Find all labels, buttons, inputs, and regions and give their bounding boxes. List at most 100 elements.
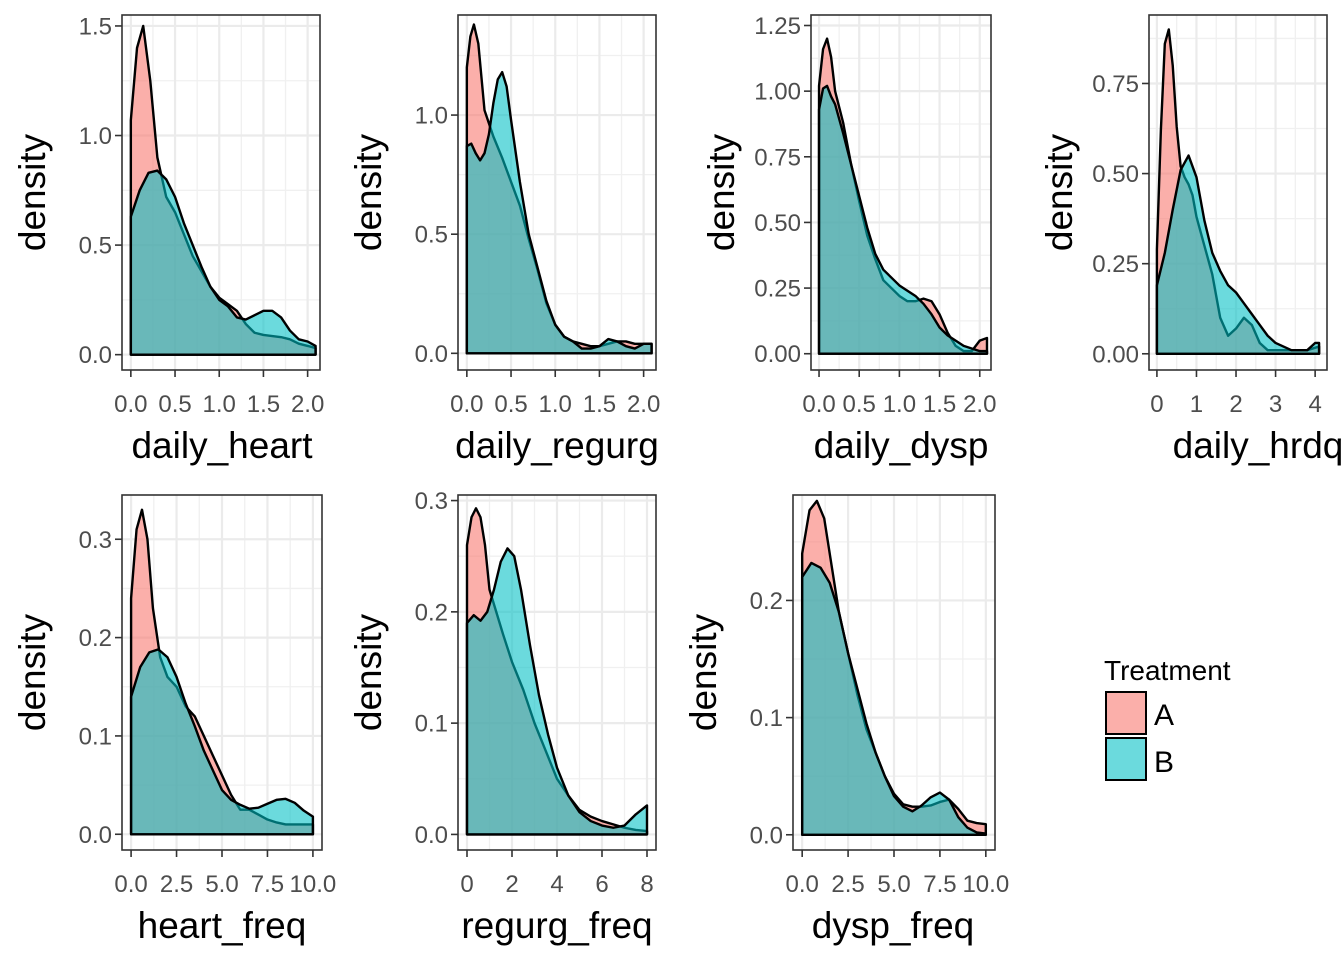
- density-area-B: [465, 70, 653, 355]
- y-tick-label: 0.50: [1092, 161, 1139, 188]
- panel-regurg_freq: 0.0 0.1 0.2 0.3 0 2 4 6 8 regurg_freq density: [348, 488, 657, 946]
- y-axis-title: density: [1039, 133, 1080, 251]
- x-axis-title: dysp_freq: [812, 905, 975, 946]
- y-tick-label: 0.00: [1092, 341, 1139, 368]
- panel-heart_freq: 0.0 0.1 0.2 0.3 0.0 2.5 5.0 7.5 10.0 heart_freq de…: [12, 494, 337, 946]
- x-axis-title: heart_freq: [138, 905, 307, 946]
- legend-key-B: [1105, 737, 1147, 781]
- x-tick-label: 2.0: [627, 391, 660, 418]
- y-axis-title: density: [12, 613, 53, 731]
- x-tick-label: 2.0: [291, 391, 324, 418]
- density-areas: [465, 23, 653, 355]
- density-area-B: [1155, 154, 1321, 355]
- x-tick-label: 0.5: [843, 391, 876, 418]
- y-tick-label: 0.1: [79, 723, 112, 750]
- density-areas: [129, 508, 315, 836]
- x-tick-label: 4: [550, 871, 563, 898]
- y-tick-label: 0.25: [754, 276, 801, 303]
- y-axis-title: density: [683, 613, 724, 731]
- y-tick-label: 0.1: [415, 711, 448, 738]
- y-tick-label: 0.2: [79, 625, 112, 652]
- legend-label-B: B: [1154, 746, 1174, 779]
- x-axis-title: daily_dysp: [814, 425, 989, 466]
- y-tick-label: 0.3: [415, 488, 448, 515]
- y-tick-label: 0.00: [754, 341, 801, 368]
- x-axis-title: daily_hrdq: [1173, 425, 1344, 466]
- y-axis-title: density: [348, 613, 389, 731]
- y-tick-label: 1.0: [79, 123, 112, 150]
- panel-border: [1148, 14, 1328, 371]
- x-tick-label: 2.0: [963, 391, 996, 418]
- density-areas: [1155, 28, 1321, 355]
- y-tick-label: 0.50: [754, 210, 801, 237]
- x-tick-label: 2: [505, 871, 518, 898]
- x-tick-label: 0.0: [785, 871, 818, 898]
- x-tick-label: 1.0: [883, 391, 916, 418]
- legend: Treatment A B: [1104, 655, 1231, 781]
- density-area-B: [129, 648, 315, 836]
- panel-border: [121, 14, 321, 371]
- panel-daily_regurg: 0.0 0.5 1.0 0.0 0.5 1.0 1.5 2.0 daily_regurg dens…: [348, 14, 660, 466]
- x-tick-label: 5.0: [205, 871, 238, 898]
- x-tick-label: 0.0: [114, 391, 147, 418]
- x-tick-label: 7.5: [251, 871, 284, 898]
- y-tick-label: 0.0: [79, 822, 112, 849]
- y-tick-label: 0.0: [79, 342, 112, 369]
- y-tick-label: 0.3: [79, 527, 112, 554]
- y-axis-title: density: [701, 133, 742, 251]
- y-axis-title: density: [12, 133, 53, 251]
- x-tick-label: 0.5: [158, 391, 191, 418]
- y-tick-label: 0.0: [750, 822, 783, 849]
- legend-key-A: [1105, 691, 1147, 735]
- panels: 0.00.51.01.50.0 0.5 1.0 1.5 2.0daily_heartde…: [12, 13, 1344, 946]
- y-tick-label: 0.0: [415, 822, 448, 849]
- density-area-B: [800, 561, 988, 836]
- x-tick-label: 0: [1150, 391, 1163, 418]
- x-tick-label: 0: [460, 871, 473, 898]
- y-tick-label: 0.0: [415, 341, 448, 368]
- y-tick-label: 1.25: [754, 13, 801, 40]
- y-tick-label: 0.5: [79, 233, 112, 260]
- density-area-B: [465, 547, 649, 836]
- y-tick-label: 1.0: [415, 103, 448, 130]
- x-axis-title: regurg_freq: [461, 905, 652, 946]
- x-tick-label: 1.0: [203, 391, 236, 418]
- x-tick-label: 1: [1190, 391, 1203, 418]
- density-areas: [129, 24, 317, 356]
- x-tick-label: 10.0: [962, 871, 1009, 898]
- x-tick-label: 6: [595, 871, 608, 898]
- density-areas: [800, 499, 988, 836]
- x-tick-label: 0.0: [450, 391, 483, 418]
- density-area-B: [817, 84, 989, 355]
- panel-daily_dysp: 0.00 0.25 0.50 0.75 1.00 1.25 0.0 0.5 1.0 1.5 2.0 d…: [701, 13, 996, 466]
- x-tick-label: 8: [640, 871, 653, 898]
- x-tick-label: 4: [1308, 391, 1321, 418]
- x-tick-label: 2: [1229, 391, 1242, 418]
- x-tick-label: 0.0: [114, 871, 147, 898]
- x-tick-label: 2.5: [831, 871, 864, 898]
- panel-dysp_freq: 0.0 0.1 0.2 0.0 2.5 5.0 7.5 10.0 dysp_freq densit…: [683, 494, 1009, 946]
- y-tick-label: 1.00: [754, 79, 801, 106]
- x-tick-label: 10.0: [290, 871, 337, 898]
- panel-daily_heart: 0.0 0.5 1.0 1.5 0.0 0.5 1.0 1.5 2.0 daily_heart de…: [12, 13, 324, 466]
- density-areas: [817, 37, 989, 355]
- y-tick-label: 0.25: [1092, 251, 1139, 278]
- y-tick-label: 0.75: [1092, 71, 1139, 98]
- x-tick-label: 1.5: [247, 391, 280, 418]
- x-axis-title: daily_heart: [131, 425, 313, 466]
- legend-title: Treatment: [1104, 655, 1231, 686]
- legend-label-A: A: [1154, 699, 1174, 732]
- panel-border: [810, 14, 992, 371]
- density-areas: [465, 507, 649, 836]
- density-area-B: [129, 169, 317, 356]
- x-tick-label: 5.0: [877, 871, 910, 898]
- panel-daily_hrdq: 0.00 0.25 0.50 0.75 0 1 2 3 4 daily_hrdq density: [1039, 14, 1344, 466]
- x-tick-label: 2.5: [160, 871, 193, 898]
- x-tick-label: 0.0: [802, 391, 835, 418]
- x-tick-label: 7.5: [923, 871, 956, 898]
- x-tick-label: 1.0: [539, 391, 572, 418]
- y-tick-label: 0.2: [415, 599, 448, 626]
- y-axis-title: density: [348, 133, 389, 251]
- x-tick-label: 0.5: [494, 391, 527, 418]
